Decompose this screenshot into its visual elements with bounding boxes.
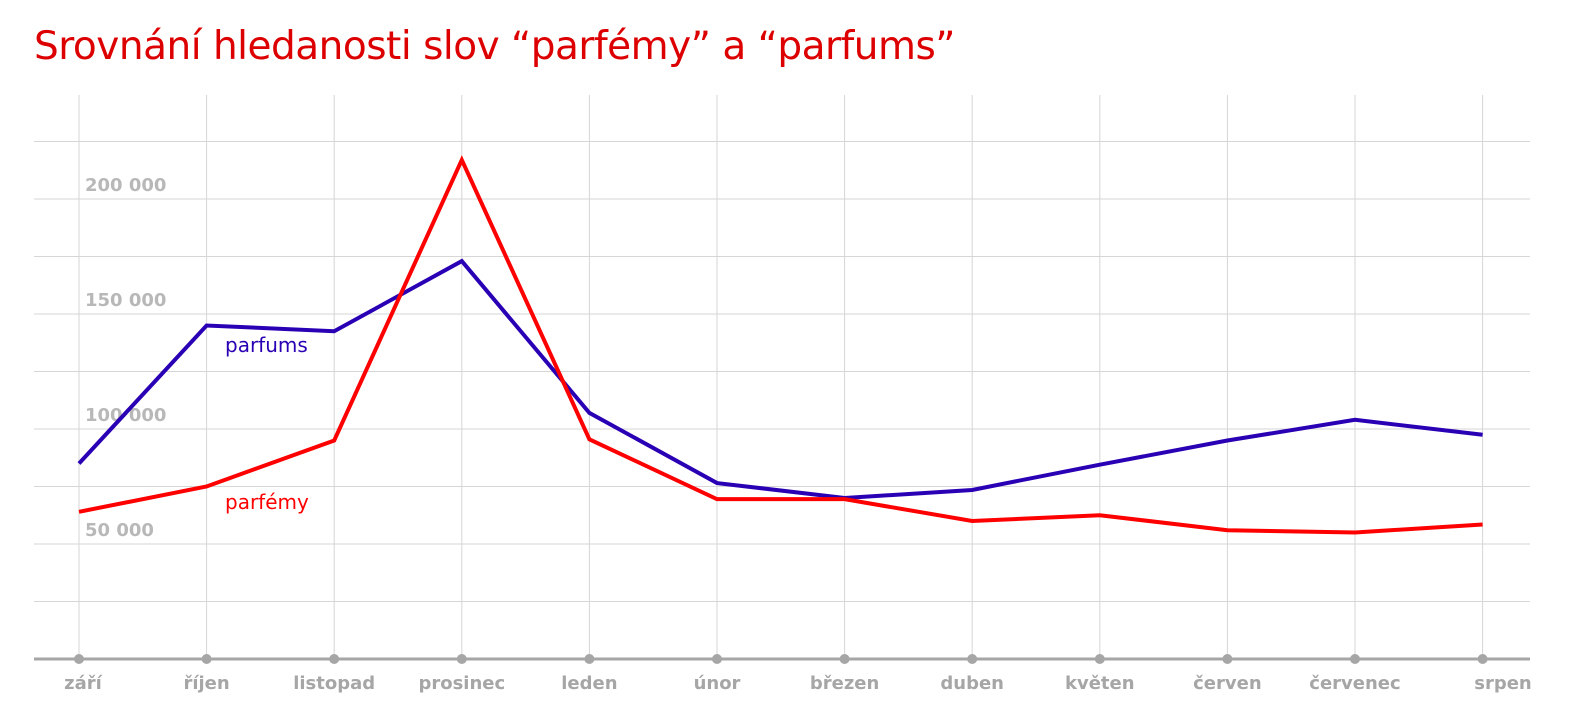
series-lines <box>77 155 1483 535</box>
y-tick-label: 50 000 <box>85 520 154 541</box>
y-tick-label: 200 000 <box>85 175 166 196</box>
series-line-parfemy <box>78 155 1483 535</box>
x-axis-dot <box>1350 654 1360 664</box>
x-axis-dot <box>839 654 850 664</box>
x-tick-label: červenec <box>1309 673 1400 694</box>
x-tick-label: červen <box>1193 673 1262 694</box>
x-axis-dot <box>1222 654 1233 664</box>
series-label: parfums <box>225 333 308 357</box>
x-axis-dot <box>74 654 84 664</box>
y-tick-label: 150 000 <box>85 290 166 311</box>
x-axis-dot <box>1477 654 1488 664</box>
chart-title: Srovnání hledanosti slov “parfémy” a “pa… <box>34 24 956 69</box>
x-axis-dot <box>456 654 467 664</box>
x-tick-label: leden <box>561 673 617 694</box>
x-tick-label: duben <box>940 673 1004 694</box>
series-labels: parfums parfémy <box>225 333 309 514</box>
series-label: parfémy <box>225 490 309 514</box>
x-axis-dot <box>584 654 595 664</box>
x-tick-label: prosinec <box>418 673 505 694</box>
x-tick-label: listopad <box>293 673 375 694</box>
grid-lines <box>34 95 1530 659</box>
x-tick-label: květen <box>1065 673 1135 694</box>
x-tick-label: září <box>64 673 103 694</box>
x-axis-dot <box>712 654 722 664</box>
series-line-parfums <box>77 258 1483 501</box>
x-tick-label: říjen <box>183 673 229 694</box>
x-tick-label: únor <box>694 673 741 694</box>
x-axis-dot <box>1094 654 1105 664</box>
x-tick-label: srpen <box>1474 673 1532 694</box>
x-axis: září říjen listopad prosinec leden únor březen… <box>34 654 1532 694</box>
x-axis-dot <box>201 654 212 664</box>
x-axis-dot <box>967 654 978 664</box>
x-axis-dot <box>329 654 340 664</box>
x-tick-label: březen <box>810 673 879 694</box>
